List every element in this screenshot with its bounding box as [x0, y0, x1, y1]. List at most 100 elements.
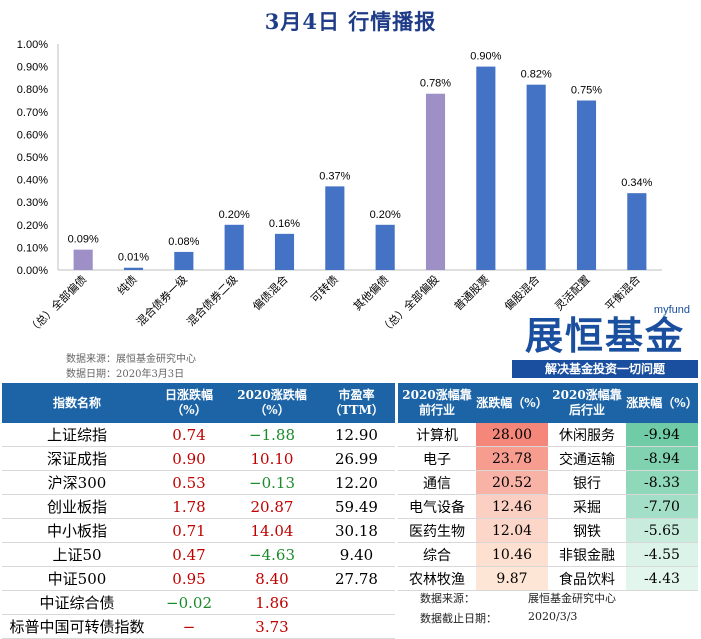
y-tick-label: 0.10% — [17, 242, 48, 254]
industry-top-name-cell: 计算机 — [398, 423, 476, 447]
logo-small-text: myfund — [653, 304, 690, 316]
logo-slogan: 解决基金投资一切问题 — [512, 360, 698, 378]
bar-data-label: 0.78% — [420, 78, 451, 90]
industry-header-bottom-val: 涨跌幅（%） — [626, 383, 698, 423]
y-tick-label: 0.00% — [17, 265, 48, 277]
industry-bottom-name-cell: 非银金融 — [548, 542, 626, 567]
bar — [325, 186, 345, 270]
bar — [375, 224, 395, 270]
index-pe-cell: 9.40 — [318, 542, 395, 567]
bar-data-label: 0.01% — [118, 252, 149, 264]
y-tick-label: 0.70% — [17, 107, 48, 119]
bar-chart: 0.00% 0.10% 0.20% 0.30% 0.40% 0.50% 0.60% 0.70%… — [17, 39, 662, 337]
bar-data-label: 0.82% — [521, 69, 552, 81]
bar-data-label: 0.37% — [319, 170, 350, 182]
industry-bottom-name-cell: 食品饮料 — [548, 566, 626, 591]
bar — [576, 100, 597, 270]
logo-main-text: 展恒基金 — [524, 314, 685, 358]
industry-table-row: 电子 23.78 交通运输 -8.94 — [398, 446, 698, 471]
industry-header-top-val: 涨跌幅（%） — [476, 383, 548, 423]
bar-data-label: 0.34% — [621, 177, 652, 189]
x-tick-label: 混合债券一级 — [133, 272, 190, 329]
bar-data-label: 0.20% — [370, 209, 401, 221]
y-tick-label: 0.60% — [17, 129, 48, 141]
index-name-cell: 中证综合债 — [2, 590, 152, 615]
industry-source-label: 数据来源： — [420, 592, 475, 605]
index-header-day: 日涨跌幅（%） — [152, 383, 226, 423]
index-pe-cell: 30.18 — [318, 518, 395, 543]
industry-table-row: 医药生物 12.04 钢铁 -5.65 — [398, 518, 698, 543]
index-day-change-cell: 1.78 — [152, 494, 226, 519]
industry-top-name-cell: 通信 — [398, 470, 476, 495]
index-ytd-change-cell: 3.73 — [226, 614, 318, 639]
index-name-cell: 深证成指 — [2, 446, 152, 471]
y-tick-label: 0.40% — [17, 175, 48, 187]
y-tick-label: 0.30% — [17, 197, 48, 209]
x-tick-label: 可转债 — [308, 272, 341, 305]
industry-bottom-value-cell: -4.55 — [626, 542, 698, 567]
index-table-row: 上证综指 0.74 −1.88 12.90 — [2, 423, 395, 447]
index-ytd-change-cell: 14.04 — [226, 518, 318, 543]
index-pe-cell: 27.78 — [318, 566, 395, 591]
industry-bottom-name-cell: 休闲服务 — [548, 423, 626, 447]
industry-bottom-value-cell: -4.43 — [626, 566, 698, 591]
industry-top-value-cell: 28.00 — [476, 423, 548, 447]
bar-data-label: 0.08% — [168, 236, 199, 248]
industry-table-row: 通信 20.52 银行 -8.33 — [398, 470, 698, 495]
y-tick-label: 1.00% — [17, 39, 48, 51]
index-table: 指数名称 日涨跌幅（%） 2020涨跌幅（%） 市盈率（TTM） 上证综指 0.7… — [2, 383, 395, 639]
industry-top-value-cell: 10.46 — [476, 542, 548, 567]
index-pe-cell — [318, 614, 395, 639]
index-table-row: 中小板指 0.71 14.04 30.18 — [2, 518, 395, 543]
industry-top-value-cell: 23.78 — [476, 446, 548, 471]
bar-data-label: 0.16% — [269, 218, 300, 230]
industry-source-value: 展恒基金研究中心 — [528, 592, 616, 605]
index-name-cell: 沪深300 — [2, 470, 152, 495]
index-day-change-cell: 0.71 — [152, 518, 226, 543]
industry-top-name-cell: 农林牧渔 — [398, 566, 476, 591]
brand-logo: myfund 展恒基金 解决基金投资一切问题 — [512, 304, 700, 380]
index-header-name: 指数名称 — [2, 383, 152, 423]
industry-top-value-cell: 20.52 — [476, 470, 548, 495]
industry-table-row: 电气设备 12.46 采掘 -7.70 — [398, 494, 698, 519]
bar — [73, 249, 93, 270]
industry-bottom-name-cell: 钢铁 — [548, 518, 626, 543]
index-day-change-cell: 0.74 — [152, 423, 226, 447]
index-table-row: 沪深300 0.53 −0.13 12.20 — [2, 470, 395, 495]
industry-header-top: 2020涨幅靠前行业 — [398, 383, 476, 423]
index-table-row: 上证50 0.47 −4.63 9.40 — [2, 542, 395, 567]
bar-data-label: 0.90% — [470, 51, 501, 63]
industry-header-bottom: 2020涨幅靠后行业 — [548, 383, 626, 423]
index-name-cell: 上证综指 — [2, 423, 152, 447]
industry-table-row: 农林牧渔 9.87 食品饮料 -4.43 — [398, 566, 698, 591]
index-ytd-change-cell: −0.13 — [226, 470, 318, 495]
industry-top-name-cell: 综合 — [398, 542, 476, 567]
index-ytd-change-cell: 20.87 — [226, 494, 318, 519]
bar — [274, 233, 295, 270]
index-day-change-cell: 0.95 — [152, 566, 226, 591]
y-tick-label: 0.80% — [17, 84, 48, 96]
industry-date-value: 2020/3/3 — [528, 610, 578, 623]
index-name-cell: 上证50 — [2, 542, 152, 567]
industry-table-header: 2020涨幅靠前行业 涨跌幅（%） 2020涨幅靠后行业 涨跌幅（%） — [398, 383, 698, 423]
industry-top-name-cell: 电气设备 — [398, 494, 476, 519]
bar — [174, 251, 194, 270]
index-table-header: 指数名称 日涨跌幅（%） 2020涨跌幅（%） 市盈率（TTM） — [2, 383, 395, 423]
index-ytd-change-cell: −4.63 — [226, 542, 318, 567]
industry-bottom-value-cell: -7.70 — [626, 494, 698, 519]
bar — [526, 84, 546, 271]
industry-bottom-value-cell: -5.65 — [626, 518, 698, 543]
bar — [425, 93, 446, 270]
y-tick-label: 0.50% — [17, 152, 48, 164]
bar — [123, 267, 144, 270]
industry-bottom-value-cell: -8.94 — [626, 446, 698, 471]
industry-table: 2020涨幅靠前行业 涨跌幅（%） 2020涨幅靠后行业 涨跌幅（%） 计算机 2… — [398, 383, 698, 591]
industry-bottom-name-cell: 交通运输 — [548, 446, 626, 471]
industry-bottom-name-cell: 银行 — [548, 470, 626, 495]
industry-top-value-cell: 9.87 — [476, 566, 548, 591]
index-header-ytd: 2020涨跌幅（%） — [226, 383, 318, 423]
bar — [627, 193, 647, 270]
page-title: 3月4日 行情播报 — [264, 9, 437, 34]
industry-bottom-value-cell: -9.94 — [626, 423, 698, 447]
y-tick-label: 0.20% — [17, 220, 48, 232]
